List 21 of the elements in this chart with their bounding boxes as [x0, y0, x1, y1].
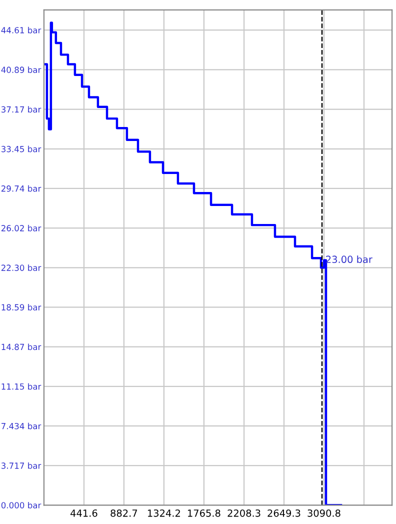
x-tick-label: 2208.3 — [228, 509, 260, 517]
y-tick-label: 14.87 bar — [2, 344, 42, 350]
y-tick-label: 7.434 bar — [2, 422, 42, 430]
x-tick-label: 2649.3 — [268, 509, 300, 517]
y-tick-label: 33.45 bar — [1, 146, 42, 152]
y-tick-label: 37.17 bar — [1, 106, 42, 113]
y-tick-label: 18.59 bar — [2, 304, 42, 310]
x-tick-label: 882.7 — [110, 509, 138, 517]
y-tick-label: 44.61 bar — [1, 26, 42, 34]
x-tick-label: 1765.8 — [188, 509, 220, 517]
x-tick-label: 3090.8 — [308, 509, 340, 517]
y-tick-label: 3.717 bar — [1, 462, 42, 469]
y-tick-label: 11.15 bar — [2, 383, 42, 390]
y-tick-label: 22.30 bar — [1, 264, 42, 271]
y-tick-label: 40.89 bar — [1, 66, 42, 73]
y-tick-label: 26.02 bar — [1, 224, 42, 232]
annotation: 23.00 bar — [326, 256, 372, 264]
x-tick-label: 1324.2 — [148, 509, 180, 517]
x-tick-label: 441.6 — [70, 509, 98, 517]
y-tick-label: 0.000 bar — [1, 502, 42, 508]
y-tick-label: 29.74 bar — [1, 185, 42, 192]
